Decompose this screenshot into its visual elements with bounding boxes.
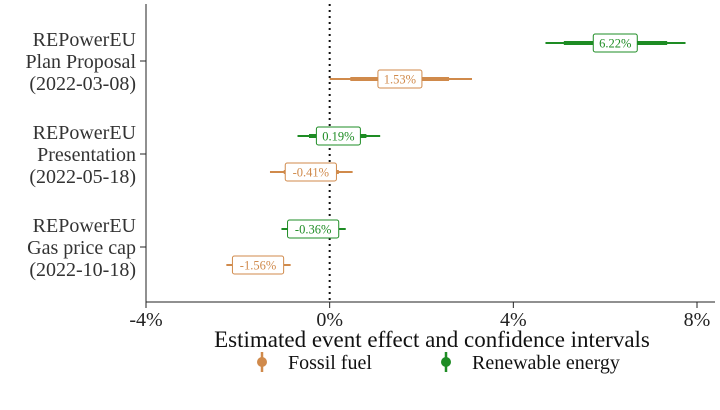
group-label-line: (2022-03-08): [29, 73, 136, 95]
estimate-label: 6.22%: [599, 37, 631, 51]
estimate-label: -0.36%: [295, 223, 331, 237]
group-label-line: Presentation: [37, 144, 136, 166]
x-tick-label: 8%: [684, 309, 711, 331]
group-label-line: (2022-10-18): [29, 259, 136, 281]
estimate-label-box: [592, 33, 638, 53]
estimate-label-box: [377, 69, 423, 89]
x-tick-label: -4%: [129, 309, 162, 331]
group-label-line: REPowerEU: [33, 29, 137, 51]
legend-label: Renewable energy: [472, 352, 620, 374]
legend-key-dot: [441, 357, 451, 367]
axes: [145, 4, 715, 303]
legend: Fossil fuel Renewable energy: [257, 352, 620, 374]
estimate-label-box: [284, 162, 337, 182]
group-label-line: REPowerEU: [33, 215, 137, 237]
group-label-line: Gas price cap: [27, 237, 136, 259]
x-tick-label: 4%: [500, 309, 527, 331]
estimate-label-box: [287, 219, 340, 239]
estimate-label-box: [231, 255, 285, 275]
x-axis-ticks: -4% 0% 4% 8%: [129, 302, 710, 331]
estimate-label: 1.53%: [384, 73, 416, 87]
group-label-line: REPowerEU: [33, 122, 137, 144]
x-axis-title: Estimated event effect and confidence in…: [214, 327, 650, 352]
group-label-line: (2022-05-18): [29, 166, 136, 188]
estimate-label: -1.56%: [240, 259, 276, 273]
estimate-label: 0.19%: [322, 130, 354, 144]
estimate-label: -0.41%: [293, 166, 329, 180]
estimate-marks: 6.22% 1.53% 0.19% -0.41% -0.36% -1.56%: [226, 33, 686, 275]
legend-key-dot: [257, 357, 267, 367]
estimate-label-box: [315, 126, 361, 146]
group-label-line: Plan Proposal: [25, 51, 136, 73]
legend-label: Fossil fuel: [288, 352, 372, 374]
x-tick-label: 0%: [316, 309, 343, 331]
